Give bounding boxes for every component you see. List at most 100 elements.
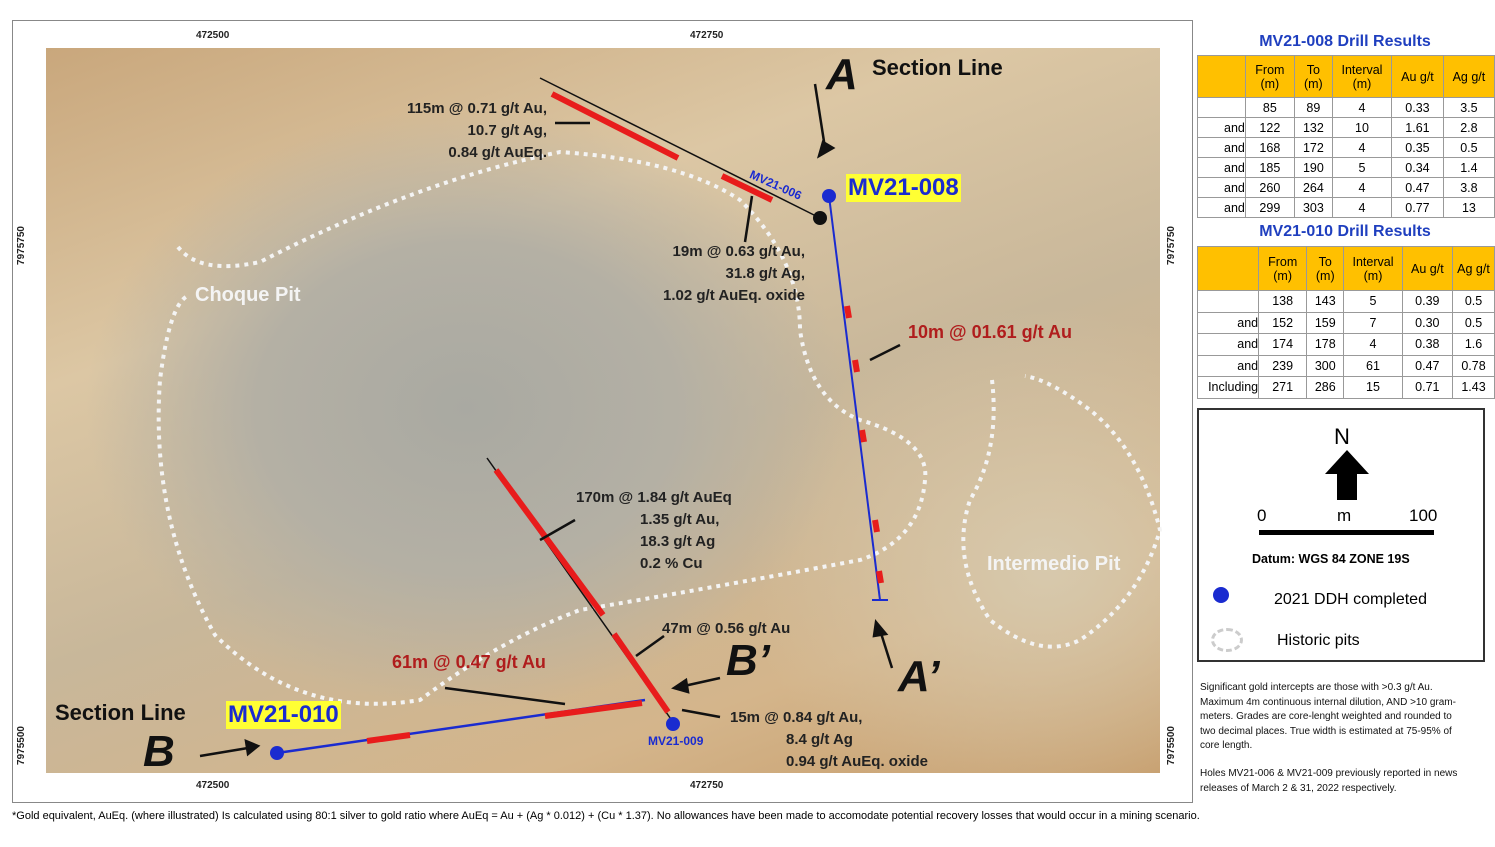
cell: Including (1196, 376, 1260, 399)
map-frame (12, 20, 1193, 803)
cell: 0.39 (1401, 290, 1454, 313)
aerial-image (46, 48, 1160, 773)
hole-label: MV21-010 (226, 701, 341, 729)
cell: 271 (1258, 376, 1308, 399)
cell: and (1196, 311, 1260, 334)
column-header: Au g/t (1391, 55, 1444, 98)
cell: 260 (1244, 177, 1295, 198)
annotation: 61m @ 0.47 g/t Au (392, 652, 546, 672)
legend-label: Historic pits (1277, 632, 1360, 649)
column-header: Ag g/t (1452, 246, 1495, 291)
cell: 190 (1293, 157, 1333, 178)
cell: 152 (1258, 311, 1308, 334)
data-row: and 122 132 10 1.61 2.8 (1197, 117, 1495, 138)
cell: 4 (1331, 137, 1393, 158)
section-label: Section Line (55, 700, 186, 725)
annotation: 47m @ 0.56 g/t Au (662, 620, 791, 637)
cell (1197, 97, 1246, 118)
pit-label: Intermedio Pit (987, 553, 1121, 575)
column-header: From (m) (1258, 246, 1308, 291)
cell: 0.38 (1401, 333, 1454, 356)
cell: 10 (1331, 117, 1393, 138)
column-header: Ag g/t (1442, 55, 1495, 98)
cell: 0.33 (1391, 97, 1444, 118)
column-header: To (m) (1293, 55, 1333, 98)
text: 1.02 g/t AuEq. oxide (663, 287, 805, 304)
cell: 89 (1293, 97, 1333, 118)
data-row: and 152 159 7 0.30 0.5 (1196, 311, 1495, 334)
scale-bar (1259, 530, 1434, 535)
results-table: From (m) To (m) Interval (m) Au g/t Ag g/t 13… (1196, 246, 1495, 399)
column-header: Interval (m) (1331, 55, 1393, 98)
cell: and (1196, 333, 1260, 356)
text: 8.4 g/t Ag (786, 731, 853, 748)
cell: 185 (1244, 157, 1295, 178)
pit-outline (156, 149, 1163, 706)
text: 170m @ 1.84 g/t AuEq (576, 489, 732, 506)
hole-label: MV21-009 (648, 734, 704, 748)
text: 18.3 g/t Ag (640, 533, 716, 550)
cell: 4 (1343, 333, 1403, 356)
legend: N 0 m 100 Datum: WGS 84 ZONE 19S 2021 DD… (1197, 408, 1485, 662)
text: 115m @ 0.71 g/t Au, (407, 100, 547, 117)
cell: 61 (1343, 354, 1403, 377)
footnote: *Gold equivalent, AuEq. (where illustrat… (12, 810, 1200, 822)
text: 0.84 g/t AuEq. (448, 144, 547, 161)
cell: 300 (1306, 354, 1345, 377)
cell: 1.4 (1442, 157, 1495, 178)
coord: 472500 (196, 780, 230, 791)
column-header: From (m) (1244, 55, 1295, 98)
cell: 13 (1442, 197, 1495, 218)
cell: 1.43 (1452, 376, 1495, 399)
section-label: Section Line (872, 55, 1003, 80)
table-title: MV21-008 Drill Results (1259, 33, 1431, 50)
note: Holes MV21-006 & MV21-009 previously rep… (1200, 768, 1458, 794)
text: 19m @ 0.63 g/t Au, (672, 243, 805, 260)
cell: 4 (1331, 197, 1393, 218)
section-letter: A’ (898, 652, 940, 701)
section-letter: B’ (726, 636, 770, 685)
cell: 174 (1258, 333, 1308, 356)
annotation: 19m @ 0.63 g/t Au, 31.8 g/t Ag, 1.02 g/t A… (590, 241, 805, 307)
cell: 178 (1306, 333, 1345, 356)
cell: 303 (1293, 197, 1333, 218)
annotation: 170m @ 1.84 g/t AuEq 1.35 g/t Au, 18.3 g/t… (576, 487, 732, 575)
cell: 0.30 (1401, 311, 1454, 334)
text: 10.7 g/t Ag, (467, 122, 547, 139)
north-arrow (1325, 450, 1369, 500)
cell: 3.8 (1442, 177, 1495, 198)
data-row: and 185 190 5 0.34 1.4 (1197, 157, 1495, 178)
text: 0.94 g/t AuEq. oxide (786, 753, 928, 770)
cell: 4 (1331, 97, 1393, 118)
cell: 0.77 (1391, 197, 1444, 218)
cell: 132 (1293, 117, 1333, 138)
scale-label: 100 (1409, 506, 1438, 525)
data-row: Including 271 286 15 0.71 1.43 (1196, 376, 1495, 399)
column-header (1197, 55, 1246, 98)
cell: 0.5 (1452, 290, 1495, 313)
annotation: 15m @ 0.84 g/t Au, 8.4 g/t Ag 0.94 g/t AuE… (730, 707, 928, 773)
cell: 159 (1306, 311, 1345, 334)
section-letter: A (826, 50, 858, 99)
text: 1.35 g/t Au, (640, 511, 720, 528)
cell: 299 (1244, 197, 1295, 218)
cell: 286 (1306, 376, 1345, 399)
cell: 172 (1293, 137, 1333, 158)
data-row: and 168 172 4 0.35 0.5 (1197, 137, 1495, 158)
data-row: 85 89 4 0.33 3.5 (1197, 97, 1495, 118)
cell: 1.61 (1391, 117, 1444, 138)
note: Significant gold intercepts are those wi… (1200, 682, 1456, 751)
cell: 168 (1244, 137, 1295, 158)
data-row: and 260 264 4 0.47 3.8 (1197, 177, 1495, 198)
cell: 0.35 (1391, 137, 1444, 158)
cell: 0.5 (1442, 137, 1495, 158)
hole-label: MV21-008 (846, 174, 961, 202)
cell: 4 (1331, 177, 1393, 198)
map-overlay (156, 77, 1163, 760)
pit-label: Choque Pit (195, 284, 301, 306)
cell: 138 (1258, 290, 1308, 313)
data-row: and 239 300 61 0.47 0.78 (1196, 354, 1495, 377)
coord: 472500 (196, 30, 230, 41)
cell: 0.34 (1391, 157, 1444, 178)
cell: 5 (1331, 157, 1393, 178)
